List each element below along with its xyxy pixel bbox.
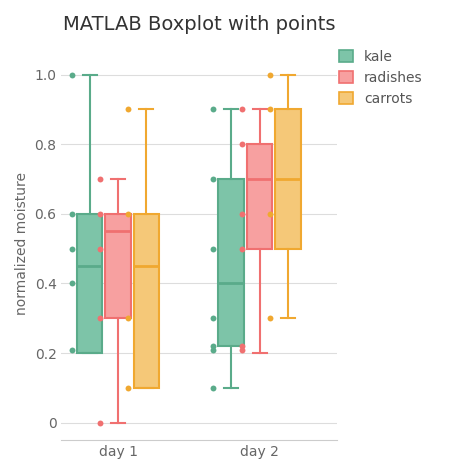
Bar — [105, 214, 131, 318]
Point — [238, 346, 246, 354]
Point — [238, 342, 246, 350]
Point — [210, 314, 217, 322]
Point — [96, 210, 104, 218]
Bar — [275, 109, 301, 249]
Point — [238, 210, 246, 218]
Point — [266, 314, 274, 322]
Point — [125, 384, 132, 392]
Bar — [247, 144, 272, 249]
Point — [210, 346, 217, 354]
Title: MATLAB Boxplot with points: MATLAB Boxplot with points — [63, 15, 336, 34]
Point — [68, 71, 76, 78]
Point — [210, 342, 217, 350]
Point — [238, 245, 246, 253]
Bar — [77, 214, 102, 353]
Point — [210, 106, 217, 113]
Point — [266, 210, 274, 218]
Point — [125, 314, 132, 322]
Point — [96, 314, 104, 322]
Point — [238, 140, 246, 148]
Point — [266, 106, 274, 113]
Point — [96, 175, 104, 183]
Point — [125, 210, 132, 218]
Bar — [219, 179, 244, 346]
Point — [96, 419, 104, 427]
Legend: kale, radishes, carrots: kale, radishes, carrots — [335, 46, 427, 110]
Point — [68, 245, 76, 253]
Point — [68, 346, 76, 354]
Point — [266, 71, 274, 78]
Point — [238, 106, 246, 113]
Point — [210, 384, 217, 392]
Point — [68, 210, 76, 218]
Bar — [134, 214, 159, 388]
Point — [210, 175, 217, 183]
Point — [96, 245, 104, 253]
Y-axis label: normalized moisture: normalized moisture — [15, 172, 29, 315]
Point — [210, 245, 217, 253]
Point — [125, 106, 132, 113]
Point — [68, 280, 76, 287]
